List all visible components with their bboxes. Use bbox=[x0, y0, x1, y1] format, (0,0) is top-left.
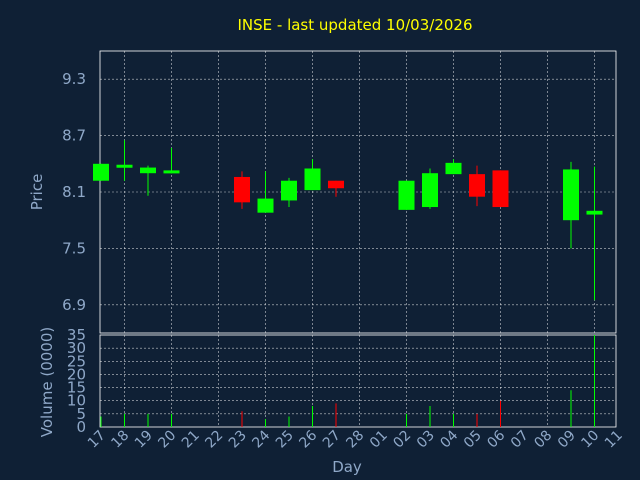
candle-body bbox=[257, 198, 274, 213]
candle-body bbox=[469, 174, 485, 197]
day-tick-label: 17 bbox=[85, 428, 109, 452]
day-tick-label: 03 bbox=[414, 428, 438, 452]
day-tick-label: 23 bbox=[226, 428, 250, 452]
day-axis-label: Day bbox=[332, 458, 362, 476]
day-tick-label: 25 bbox=[273, 428, 297, 452]
day-tick-label: 05 bbox=[461, 428, 485, 452]
volume-bars bbox=[100, 335, 595, 427]
price-tick-label: 9.3 bbox=[62, 70, 86, 88]
day-tick-label: 21 bbox=[179, 428, 203, 452]
candle-body bbox=[398, 180, 415, 210]
candle-body bbox=[586, 210, 603, 215]
candle-body bbox=[304, 168, 321, 191]
candle-body bbox=[328, 180, 344, 189]
volume-tick-label: 25 bbox=[67, 352, 86, 370]
volume-tick-label: 30 bbox=[67, 339, 86, 357]
volume-axis-label: Volume (0000) bbox=[38, 327, 56, 437]
candle-body bbox=[422, 173, 438, 208]
day-tick-label: 24 bbox=[249, 427, 273, 451]
volume-tick-label: 10 bbox=[67, 392, 86, 410]
day-tick-label: 28 bbox=[343, 428, 367, 452]
volume-tick-label: 0 bbox=[76, 418, 86, 436]
day-tick-label: 11 bbox=[602, 428, 626, 452]
candle-body bbox=[163, 170, 180, 174]
candle-body bbox=[234, 176, 250, 203]
candle-body bbox=[563, 169, 579, 221]
day-tick-label: 19 bbox=[132, 428, 156, 452]
day-axis-ticks: 17 18 19 20 21 22 23 24 25 26 27 28 01 02 03 04 05 06 07 08… bbox=[85, 427, 626, 451]
price-panel-frame bbox=[99, 50, 617, 334]
volume-tick-label: 15 bbox=[67, 379, 86, 397]
day-tick-label: 08 bbox=[531, 428, 555, 452]
price-candles bbox=[93, 140, 603, 301]
day-tick-label: 07 bbox=[508, 428, 532, 452]
volume-gridlines bbox=[100, 335, 616, 427]
day-tick-label: 04 bbox=[437, 427, 461, 451]
day-tick-label: 09 bbox=[555, 428, 579, 452]
day-tick-label: 27 bbox=[320, 428, 344, 452]
volume-panel-frame bbox=[99, 334, 617, 428]
price-tick-label: 8.1 bbox=[62, 183, 86, 201]
candle-body bbox=[281, 180, 297, 201]
day-tick-label: 02 bbox=[390, 428, 414, 452]
day-tick-label: 06 bbox=[484, 427, 508, 451]
price-tick-label: 8.7 bbox=[62, 127, 86, 145]
day-tick-label: 18 bbox=[108, 428, 132, 452]
day-tick-label: 20 bbox=[155, 428, 179, 452]
price-tick-label: 6.9 bbox=[62, 296, 86, 314]
day-tick-label: 10 bbox=[578, 428, 602, 452]
candle-body bbox=[93, 163, 109, 181]
price-gridlines bbox=[100, 51, 616, 333]
volume-tick-label: 20 bbox=[67, 365, 86, 383]
day-tick-label: 26 bbox=[296, 427, 320, 451]
chart-title: INSE - last updated 10/03/2026 bbox=[237, 16, 472, 34]
day-tick-label: 22 bbox=[202, 428, 226, 452]
candle-body bbox=[116, 164, 133, 168]
candle-body bbox=[445, 162, 462, 175]
candle-body bbox=[140, 167, 156, 174]
price-tick-label: 7.5 bbox=[62, 239, 86, 257]
day-tick-label: 01 bbox=[367, 428, 391, 452]
price-axis-label: Price bbox=[28, 174, 46, 211]
price-axis-ticks: 6.9 7.5 8.1 8.7 9.3 bbox=[62, 70, 86, 314]
volume-tick-label: 35 bbox=[67, 326, 86, 344]
candle-body bbox=[492, 170, 509, 208]
volume-tick-label: 5 bbox=[76, 405, 86, 423]
